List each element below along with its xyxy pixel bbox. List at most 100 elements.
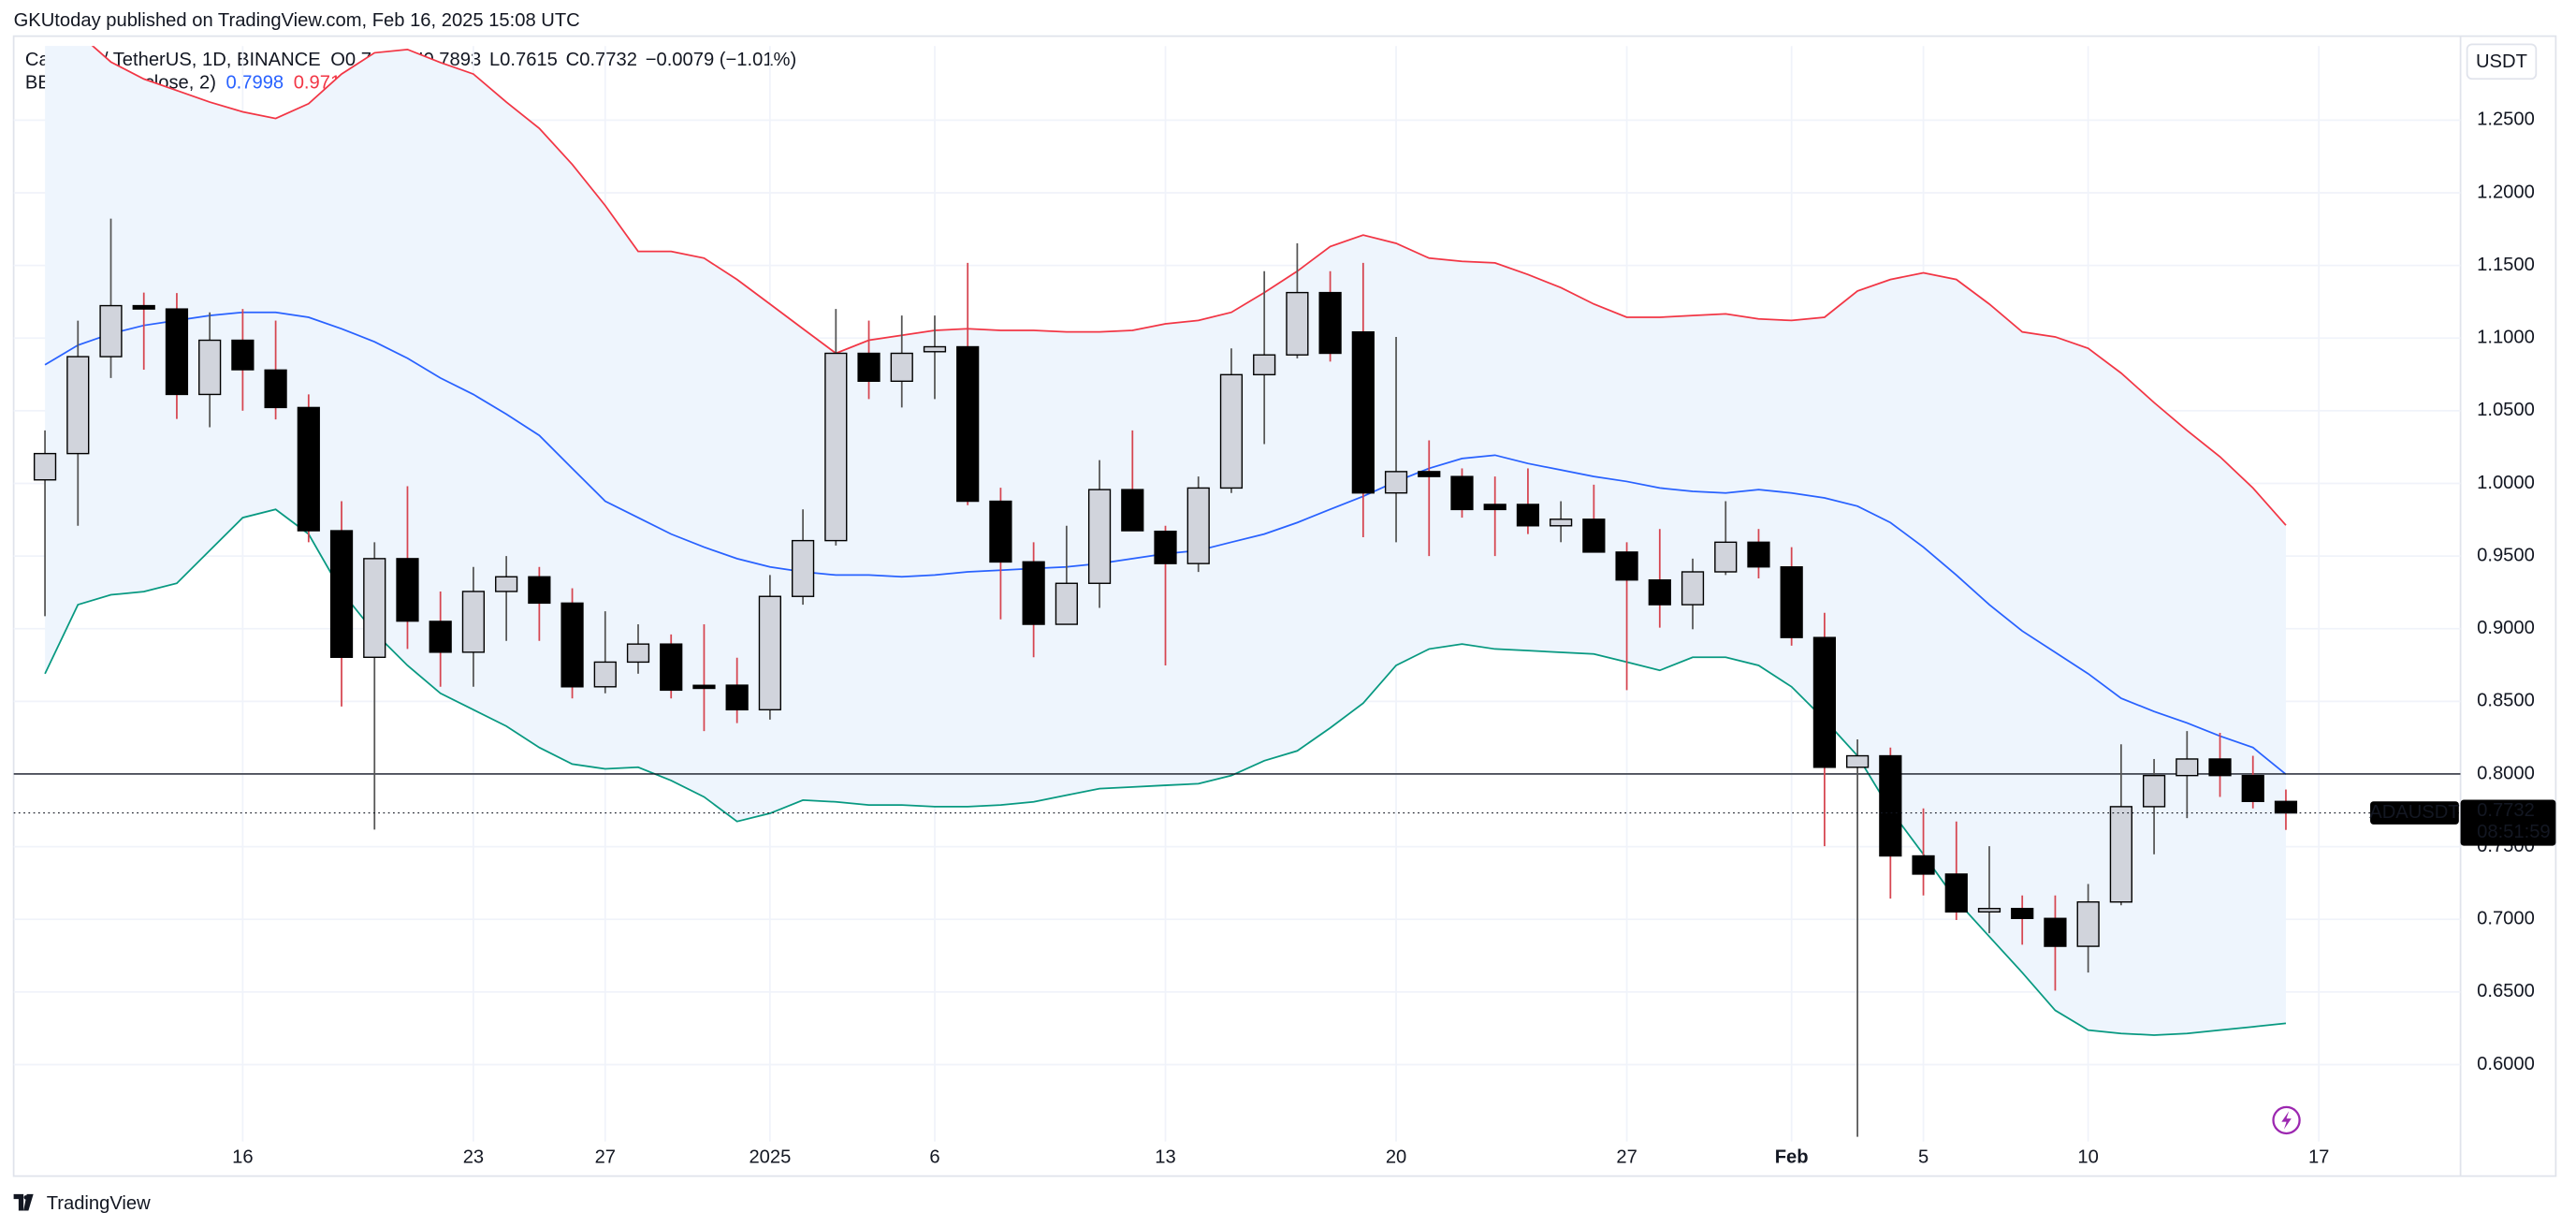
candle-body <box>99 304 123 358</box>
y-tick-label: 1.1500 <box>2477 255 2535 275</box>
x-tick-label: 2025 <box>749 1147 791 1168</box>
candle-body <box>2208 758 2232 777</box>
candle-body <box>33 452 57 481</box>
tv-logo <box>13 1193 34 1211</box>
candle-body <box>1780 566 1803 638</box>
candle-body <box>593 661 617 688</box>
x-tick-label: 6 <box>929 1147 939 1168</box>
candle-body <box>1615 551 1638 581</box>
candle-body <box>1186 487 1210 564</box>
candle-body <box>495 576 518 592</box>
c-value: 0.7732 <box>579 50 637 70</box>
candle-body <box>626 643 650 664</box>
y-tick-label: 0.9500 <box>2477 545 2535 565</box>
y-tick-label: 1.0000 <box>2477 473 2535 493</box>
candle-body <box>1648 578 1671 606</box>
candle-body <box>2274 800 2298 814</box>
candle-body <box>1944 873 1968 913</box>
currency-button[interactable] <box>2466 43 2538 80</box>
candle-body <box>1450 475 1474 511</box>
candle-body <box>1812 636 1837 768</box>
y-tick-label: 0.7000 <box>2477 909 2535 929</box>
candle-body <box>1121 489 1144 532</box>
y-tick-label: 0.8000 <box>2477 763 2535 783</box>
candle-body <box>1055 582 1078 625</box>
o-label: O <box>330 50 345 70</box>
candle-body <box>1681 571 1705 606</box>
candle-body <box>1219 373 1244 489</box>
candle-body <box>1384 471 1408 494</box>
pane-border <box>12 35 2557 1177</box>
l-label: L <box>489 50 500 70</box>
x-tick-label: 10 <box>2077 1147 2098 1168</box>
candle-body <box>1022 561 1045 625</box>
candle-body <box>1714 541 1738 573</box>
candle-body <box>132 304 155 310</box>
candle-body <box>824 352 848 542</box>
change: −0.0079 (−1.01%) <box>646 50 797 70</box>
candle-body <box>2109 806 2132 903</box>
y-tick-label: 1.0500 <box>2477 400 2535 420</box>
candle-body <box>1977 908 2001 913</box>
y-tick-label: 1.2500 <box>2477 110 2535 130</box>
y-tick-label: 1.2000 <box>2477 182 2535 202</box>
plot <box>13 46 2461 1142</box>
candle-body <box>1747 541 1770 568</box>
candle-body <box>165 308 189 396</box>
y-tick-label: 0.6000 <box>2477 1054 2535 1074</box>
x-tick-label: 27 <box>1616 1147 1637 1168</box>
candle-body <box>396 558 419 622</box>
publisher: GKUtoday published on TradingView.com, F… <box>14 10 580 31</box>
candle-body <box>1286 291 1309 356</box>
candle-body <box>198 339 222 396</box>
x-tick-label: 13 <box>1155 1147 1175 1168</box>
band-line <box>44 508 2287 1036</box>
x-tick-label: 17 <box>2308 1147 2329 1168</box>
ticker-label: ADAUSDT <box>2369 802 2459 823</box>
candle-body <box>956 345 980 503</box>
candle-body <box>363 558 386 658</box>
candle-body <box>989 500 1012 563</box>
candle-body <box>725 684 749 711</box>
candle-body <box>857 352 880 383</box>
candle-body <box>890 352 913 383</box>
candle-body <box>2142 774 2166 808</box>
price-box <box>2460 799 2556 846</box>
flash-icon[interactable] <box>2272 1105 2301 1135</box>
candle-body <box>1351 330 1375 494</box>
candle-body <box>923 345 947 353</box>
countdown: 08:51:59 <box>2477 822 2551 842</box>
candle-body <box>528 576 551 605</box>
candle-body <box>1550 519 1573 527</box>
x-tick-label: 20 <box>1386 1147 1406 1168</box>
candle-body <box>560 602 584 688</box>
x-tick-label: 27 <box>595 1147 616 1168</box>
x-tick-label: 5 <box>1918 1147 1928 1168</box>
y-tick-label: 0.9000 <box>2477 618 2535 638</box>
candle-body <box>461 591 486 653</box>
c-label: C <box>566 50 580 70</box>
candle-body <box>1483 504 1506 511</box>
x-tick-label: Feb <box>1775 1147 1809 1168</box>
candle-body <box>2044 917 2067 947</box>
candle-body <box>2241 774 2264 802</box>
ticker-box <box>2370 801 2459 825</box>
candle-body <box>1253 354 1276 376</box>
x-tick-label: 16 <box>232 1147 253 1168</box>
basis-value: 0.7998 <box>226 73 284 94</box>
candle-body <box>1582 519 1606 553</box>
candle-body <box>1516 504 1540 527</box>
candle-body <box>1318 291 1342 355</box>
band-line <box>91 46 2287 526</box>
currency[interactable]: USDT <box>2476 51 2527 72</box>
candle-body <box>2176 758 2199 777</box>
y-tick-label: 0.8500 <box>2477 691 2535 711</box>
price-label: 0.7732 <box>2477 800 2535 821</box>
candle-body <box>1846 754 1870 768</box>
y-tick-label: 1.1000 <box>2477 328 2535 348</box>
l-value: 0.7615 <box>500 50 558 70</box>
candle-body <box>231 339 255 371</box>
candle-body <box>264 369 287 409</box>
